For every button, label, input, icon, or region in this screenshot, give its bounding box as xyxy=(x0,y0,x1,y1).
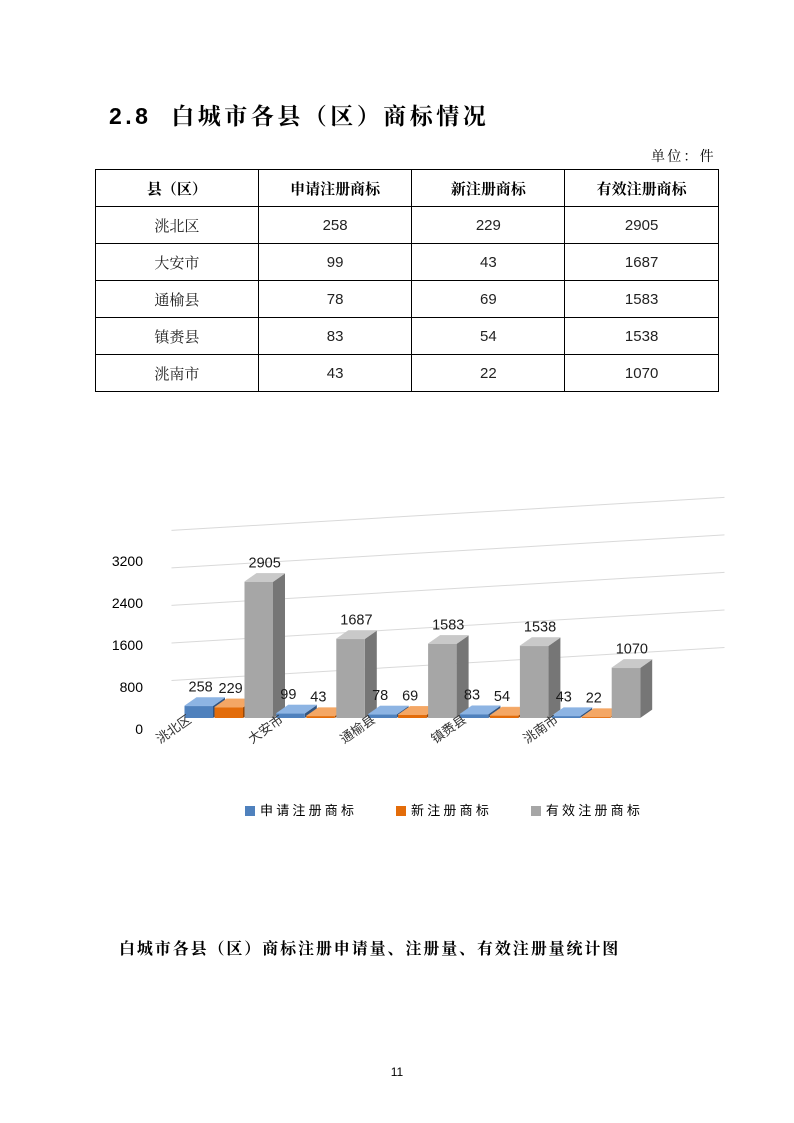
svg-text:54: 54 xyxy=(494,689,510,705)
svg-text:99: 99 xyxy=(280,687,296,703)
svg-text:1687: 1687 xyxy=(340,613,372,629)
svg-text:229: 229 xyxy=(219,681,243,697)
svg-text:83: 83 xyxy=(464,688,480,704)
svg-text:22: 22 xyxy=(586,691,602,707)
svg-text:69: 69 xyxy=(402,688,418,704)
svg-text:258: 258 xyxy=(189,680,213,696)
svg-text:78: 78 xyxy=(372,688,388,704)
svg-text:1538: 1538 xyxy=(524,620,556,636)
svg-text:43: 43 xyxy=(310,690,326,706)
svg-text:1583: 1583 xyxy=(432,617,464,633)
svg-text:1070: 1070 xyxy=(616,641,648,657)
svg-text:2905: 2905 xyxy=(249,555,281,571)
svg-text:43: 43 xyxy=(556,690,572,706)
